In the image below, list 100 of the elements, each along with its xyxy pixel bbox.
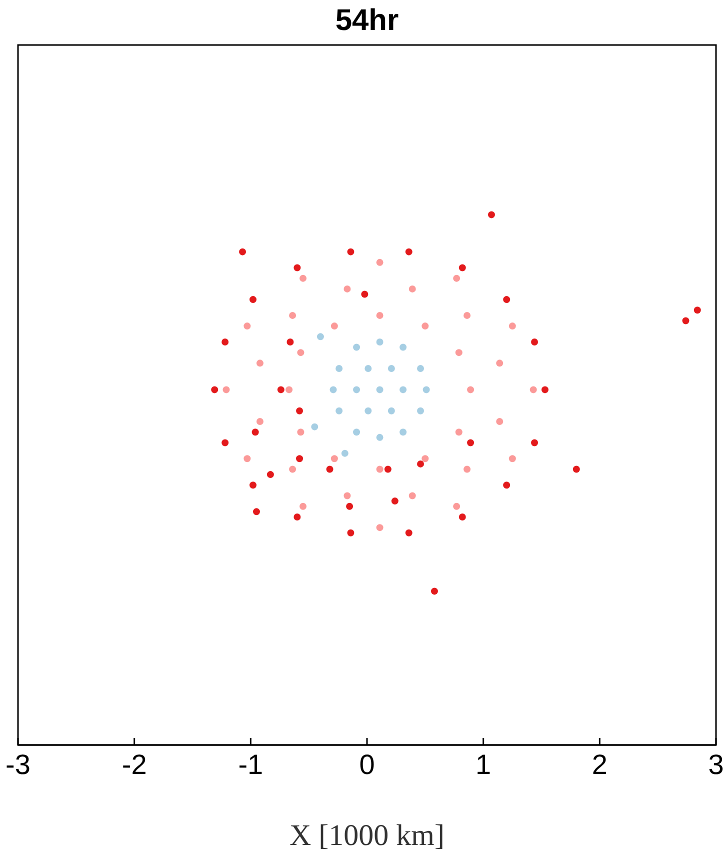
point — [422, 455, 429, 462]
point — [682, 317, 690, 324]
point — [297, 428, 304, 436]
point — [286, 338, 294, 346]
point — [330, 455, 338, 462]
point — [294, 513, 301, 520]
point — [453, 502, 460, 510]
point — [353, 386, 360, 394]
point — [353, 428, 360, 436]
x-tick-label: 3 — [708, 748, 724, 780]
point — [400, 344, 407, 351]
point — [430, 588, 438, 595]
chart-title: 54hr — [334, 4, 400, 38]
point — [344, 285, 351, 292]
point — [376, 434, 384, 441]
point — [531, 439, 538, 446]
point — [256, 360, 264, 367]
point — [300, 274, 307, 282]
point — [244, 322, 251, 330]
point — [353, 344, 360, 351]
point — [266, 471, 274, 478]
point — [530, 386, 537, 394]
point — [422, 322, 429, 330]
point — [508, 455, 516, 462]
point — [256, 418, 264, 426]
x-tick-label: 2 — [592, 748, 608, 780]
point — [239, 248, 246, 256]
point — [405, 529, 412, 536]
point — [455, 349, 462, 356]
point — [286, 386, 293, 394]
point — [222, 386, 230, 394]
point — [496, 418, 504, 426]
point — [347, 529, 354, 536]
x-tick-label: -1 — [238, 748, 264, 780]
point — [296, 407, 304, 414]
point — [694, 306, 701, 314]
point — [376, 312, 384, 319]
x-tick-label: 0 — [359, 748, 375, 780]
point — [496, 360, 504, 367]
point — [400, 428, 407, 436]
point — [376, 524, 384, 532]
point — [364, 364, 372, 372]
point — [408, 285, 416, 292]
point — [541, 386, 548, 394]
point — [336, 364, 343, 372]
point — [408, 492, 416, 500]
point — [417, 407, 424, 414]
point — [417, 460, 424, 468]
x-tick-label: -3 — [6, 748, 30, 780]
point — [508, 322, 516, 330]
point — [572, 466, 580, 473]
point — [326, 466, 334, 473]
point — [388, 407, 395, 414]
point — [244, 455, 251, 462]
point — [347, 248, 354, 256]
x-tick-label: 1 — [476, 748, 492, 780]
point — [330, 386, 337, 394]
point — [464, 312, 471, 319]
point — [330, 322, 338, 330]
point — [455, 428, 462, 436]
point — [488, 211, 495, 218]
point — [384, 466, 392, 473]
point — [252, 428, 259, 436]
point — [376, 338, 384, 346]
point — [311, 423, 318, 430]
point — [222, 338, 229, 346]
point — [503, 296, 510, 304]
point — [346, 502, 354, 510]
point — [297, 349, 304, 356]
point — [391, 498, 398, 505]
point — [503, 482, 510, 489]
point — [405, 248, 412, 256]
point — [453, 274, 460, 282]
point — [400, 386, 407, 394]
point — [458, 264, 466, 272]
point — [211, 386, 218, 394]
point — [376, 466, 384, 473]
point — [344, 492, 351, 500]
point — [316, 333, 324, 340]
point — [277, 386, 284, 394]
point — [417, 364, 424, 372]
point — [252, 508, 260, 516]
point — [222, 439, 229, 446]
point — [376, 386, 384, 394]
point — [249, 482, 256, 489]
point — [467, 439, 474, 446]
point — [531, 338, 538, 346]
point — [249, 296, 256, 304]
point — [289, 312, 296, 319]
point — [467, 386, 474, 394]
point — [422, 386, 430, 394]
x-axis-title: X [1000 km] — [290, 819, 444, 852]
point — [296, 455, 304, 462]
point — [388, 364, 395, 372]
point — [341, 450, 348, 457]
point — [458, 513, 466, 520]
point — [464, 466, 471, 473]
point — [376, 258, 384, 266]
point — [289, 466, 296, 473]
x-tick-label: -2 — [122, 748, 147, 780]
